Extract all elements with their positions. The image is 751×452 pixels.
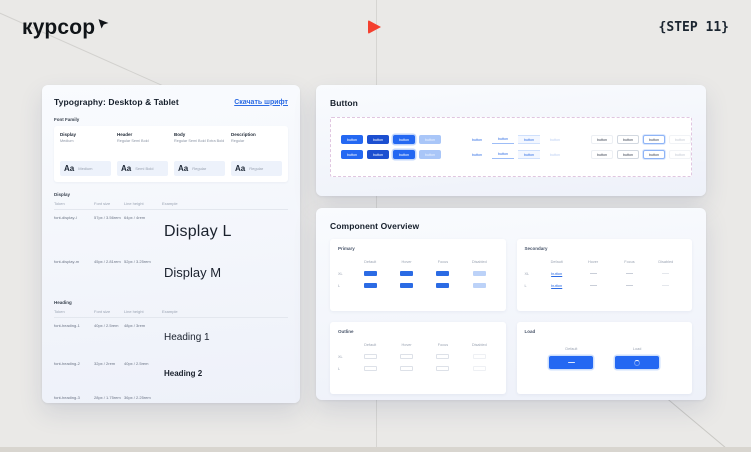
font-sample-tile: Aa Medium xyxy=(60,161,111,176)
outline-button-focus[interactable]: button xyxy=(643,135,665,144)
mini-primary-button[interactable] xyxy=(363,271,377,276)
step-indicator: {STEP 11} xyxy=(658,20,729,35)
mini-primary-button[interactable] xyxy=(400,271,414,276)
mini-outline-button-disabled[interactable] xyxy=(472,354,486,359)
ghost-button-disabled-small[interactable]: button xyxy=(544,150,566,159)
playhead-triangle-icon[interactable] xyxy=(368,20,381,34)
button-group-outline: button button button button button butto… xyxy=(591,135,691,159)
placeholder-dash xyxy=(662,285,670,286)
outline-button-default-small[interactable]: button xyxy=(591,150,613,159)
outline-button-hover-small[interactable]: button xyxy=(617,150,639,159)
mini-primary-button[interactable] xyxy=(436,271,450,276)
ghost-button-default[interactable]: button xyxy=(466,135,488,144)
table-row: font-heading-3 28px / 1.75rem 36px / 2.2… xyxy=(54,395,151,400)
mini-outline-button[interactable] xyxy=(436,366,450,371)
type-sample-heading-2: Heading 2 xyxy=(164,368,203,378)
typography-panel: Typography: Desktop & Tablet Скачать шри… xyxy=(42,85,300,403)
primary-button-default[interactable]: button xyxy=(341,135,363,144)
ghost-button-hover-small[interactable]: button xyxy=(492,150,514,159)
ghost-button-focus[interactable]: button xyxy=(518,135,540,144)
placeholder-dash xyxy=(662,273,670,274)
load-card-default-button[interactable] xyxy=(549,356,594,369)
heading-section-label: Heading xyxy=(54,300,72,305)
table-row: font-heading-1 40px / 2.5rem 48px / 3rem… xyxy=(54,323,210,343)
primary-button-default-small[interactable]: button xyxy=(341,150,363,159)
outline-button-hover[interactable]: button xyxy=(617,135,639,144)
component-overview-panel: Component Overview Primary Default Hover… xyxy=(316,208,706,400)
font-sample-tile: Aa Regular xyxy=(231,161,282,176)
button-panel-title: Button xyxy=(330,98,358,108)
font-family-col-header: Header Regular Semi Bold Aa Semi Bold xyxy=(117,132,168,176)
table-row: font-display-l 57px / 3.56rem 64px / 4re… xyxy=(54,215,232,240)
mini-outline-button-disabled[interactable] xyxy=(472,366,486,371)
placeholder-dash xyxy=(589,273,597,274)
font-sample-tile: Aa Semi Bold xyxy=(117,161,168,176)
typography-panel-title: Typography: Desktop & Tablet xyxy=(54,97,179,107)
ghost-button-disabled[interactable]: button xyxy=(544,135,566,144)
mini-secondary-link[interactable]: button xyxy=(551,271,563,276)
loading-spinner-icon xyxy=(634,359,641,366)
overview-card-load: Load Default Load xyxy=(516,322,692,394)
primary-button-hover-small[interactable]: button xyxy=(367,150,389,159)
font-family-label: Font Family xyxy=(54,117,80,122)
mini-outline-button[interactable] xyxy=(400,366,414,371)
display-table: Token Font size Line height Example font… xyxy=(54,201,288,290)
logo-text: курсор xyxy=(22,16,96,39)
table-row: font-display-m 45px / 2.81rem 52px / 3.2… xyxy=(54,259,222,280)
canvas-bottom-strip xyxy=(0,447,751,452)
outline-button-disabled[interactable]: button xyxy=(669,135,691,144)
button-label-dash xyxy=(567,361,575,364)
font-family-col-body: Body Regular Semi Bold Extra Bold Aa Reg… xyxy=(174,132,225,176)
load-card-loading-button[interactable] xyxy=(615,356,660,369)
primary-button-disabled-small[interactable]: button xyxy=(419,150,441,159)
outline-button-disabled-small[interactable]: button xyxy=(669,150,691,159)
button-states-sheet: button button button button button butto… xyxy=(330,117,692,177)
canvas-guide-diagonal-right xyxy=(659,392,751,452)
ghost-button-default-small[interactable]: button xyxy=(466,150,488,159)
mini-primary-button-disabled[interactable] xyxy=(472,283,486,288)
display-section-label: Display xyxy=(54,192,71,197)
overview-card-primary: Primary Default Hover Focus Disabled XL … xyxy=(330,239,506,311)
mini-outline-button[interactable] xyxy=(363,366,377,371)
placeholder-dash xyxy=(625,273,633,274)
button-group-primary: button button button button button butto… xyxy=(341,135,441,159)
cursor-arrow-icon xyxy=(98,16,109,29)
overview-card-secondary: Secondary Default Hover Focus Disabled X… xyxy=(516,239,692,311)
download-font-link[interactable]: Скачать шрифт xyxy=(234,98,288,106)
mini-outline-button[interactable] xyxy=(363,354,377,359)
mini-primary-button[interactable] xyxy=(400,283,414,288)
outline-button-focus-small[interactable]: button xyxy=(643,150,665,159)
heading-table: Token Font size Line height Example font… xyxy=(54,309,288,403)
mini-primary-button-disabled[interactable] xyxy=(472,271,486,276)
mini-primary-button[interactable] xyxy=(363,283,377,288)
logo: курсор xyxy=(22,16,109,40)
mini-primary-button[interactable] xyxy=(436,283,450,288)
outline-button-default[interactable]: button xyxy=(591,135,613,144)
mini-secondary-link[interactable]: button xyxy=(551,283,563,288)
primary-button-hover[interactable]: button xyxy=(367,135,389,144)
font-sample-tile: Aa Regular xyxy=(174,161,225,176)
primary-button-disabled[interactable]: button xyxy=(419,135,441,144)
mini-outline-button[interactable] xyxy=(436,354,450,359)
font-family-card: Display Medium Aa Medium Header Regular … xyxy=(54,126,288,182)
overview-card-outline: Outline Default Hover Focus Disabled XL … xyxy=(330,322,506,394)
table-row: font-heading-2 32px / 2rem 40px / 2.5rem… xyxy=(54,361,203,378)
ghost-button-hover[interactable]: button xyxy=(492,135,514,144)
ghost-button-focus-small[interactable]: button xyxy=(518,150,540,159)
font-family-col-display: Display Medium Aa Medium xyxy=(60,132,111,176)
placeholder-dash xyxy=(625,285,633,286)
component-overview-title: Component Overview xyxy=(330,221,420,231)
button-panel: Button button button button button butto… xyxy=(316,85,706,196)
type-sample-heading-1: Heading 1 xyxy=(164,331,210,343)
button-group-ghost: button button button button button butto… xyxy=(466,135,566,159)
primary-button-focus-small[interactable]: button xyxy=(393,150,415,159)
mini-outline-button[interactable] xyxy=(400,354,414,359)
font-family-col-description: Description Regular Aa Regular xyxy=(231,132,282,176)
type-sample-display-l: Display L xyxy=(164,223,232,240)
primary-button-focus[interactable]: button xyxy=(393,135,415,144)
type-sample-display-m: Display M xyxy=(164,264,222,280)
placeholder-dash xyxy=(589,285,597,286)
